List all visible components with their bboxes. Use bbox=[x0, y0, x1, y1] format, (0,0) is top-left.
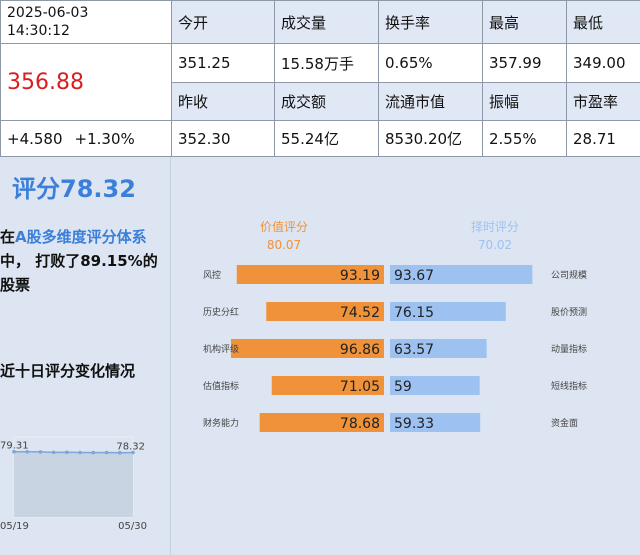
value-bar-label: 96.86 bbox=[340, 342, 380, 358]
timing-bar bbox=[390, 265, 533, 284]
timing-bar-label: 59.33 bbox=[394, 416, 434, 432]
header-open: 今开 bbox=[171, 0, 275, 44]
header-amount: 成交额 bbox=[274, 82, 379, 121]
value-high: 357.99 bbox=[482, 43, 567, 83]
trend-point bbox=[104, 450, 109, 455]
timing-item-name: 股价预测 bbox=[551, 307, 587, 318]
value-open: 351.25 bbox=[171, 43, 275, 83]
change-cell: +4.580 +1.30% bbox=[0, 120, 172, 157]
datetime-cell: 2025-06-03 14:30:12 bbox=[0, 0, 172, 44]
quote-time: 14:30:12 bbox=[7, 23, 70, 39]
timing-bar bbox=[390, 302, 506, 321]
score-summary-panel: 评分78.32 在A股多维度评分体系中， 打败了89.15%的股票 近十日评分变… bbox=[0, 157, 171, 555]
header-amplitude: 振幅 bbox=[482, 82, 567, 121]
value-score-title: 价值评分 bbox=[260, 219, 308, 234]
trend-title: 近十日评分变化情况 bbox=[0, 362, 136, 380]
value-bar bbox=[266, 302, 384, 321]
value-turnover: 0.65% bbox=[378, 43, 483, 83]
value-score-value: 80.07 bbox=[267, 238, 301, 252]
trend-point bbox=[131, 450, 135, 455]
trend-start-label: 79.31 bbox=[0, 441, 29, 452]
desc-highlight: A股多维度评分体系 bbox=[15, 228, 147, 246]
header-low: 最低 bbox=[566, 0, 640, 44]
trend-point bbox=[118, 450, 122, 455]
header-turnover: 换手率 bbox=[378, 0, 483, 44]
value-amount: 55.24亿 bbox=[274, 120, 379, 157]
header-high: 最高 bbox=[482, 0, 567, 44]
score-section: 评分78.32 在A股多维度评分体系中， 打败了89.15%的股票 近十日评分变… bbox=[0, 157, 640, 555]
value-bar-label: 93.19 bbox=[340, 268, 380, 284]
timing-bar-label: 93.67 bbox=[394, 268, 434, 284]
score-bars-chart: 价值评分 80.07 择时评分 70.02 93.19 风控 74.52 历史分红 96.86 机… bbox=[203, 219, 587, 432]
timing-bar-label: 63.57 bbox=[394, 342, 434, 358]
header-prev-close: 昨收 bbox=[171, 82, 275, 121]
timing-bar bbox=[390, 376, 480, 395]
header-float-cap: 流通市值 bbox=[378, 82, 483, 121]
timing-bar bbox=[390, 339, 487, 358]
price-cell: 356.88 bbox=[0, 43, 172, 121]
trend-end-date: 05/30 bbox=[118, 521, 147, 532]
timing-item-name: 短线指标 bbox=[551, 380, 587, 392]
value-bar-label: 78.68 bbox=[340, 416, 380, 432]
timing-bar-label: 59 bbox=[394, 379, 412, 395]
header-pe: 市盈率 bbox=[566, 82, 640, 121]
trend-line bbox=[13, 450, 134, 454]
value-bar-label: 74.52 bbox=[340, 305, 380, 321]
trend-area bbox=[14, 451, 133, 517]
timing-item-name: 公司规模 bbox=[551, 270, 587, 281]
panel-divider bbox=[170, 157, 171, 555]
price-change-pct: +1.30% bbox=[74, 129, 135, 148]
trend-point bbox=[25, 450, 30, 454]
value-pe: 28.71 bbox=[566, 120, 640, 157]
timing-score-title: 择时评分 bbox=[471, 220, 519, 234]
value-bar bbox=[271, 376, 384, 395]
timing-bar bbox=[390, 413, 481, 432]
value-item-name: 估值指标 bbox=[203, 380, 239, 392]
value-bar bbox=[236, 265, 384, 284]
trend-point bbox=[38, 450, 43, 454]
trend-end-label: 78.32 bbox=[116, 442, 145, 453]
timing-bar-label: 76.15 bbox=[394, 305, 434, 321]
trend-point bbox=[78, 450, 82, 455]
price-change: +4.580 bbox=[7, 129, 63, 148]
value-prev-close: 352.30 bbox=[171, 120, 275, 157]
value-bar-label: 71.05 bbox=[340, 379, 380, 395]
trend-point bbox=[91, 450, 96, 455]
value-bar bbox=[230, 339, 384, 358]
trend-chart: 79.31 78.32 05/19 05/30 bbox=[0, 436, 147, 532]
quote-date: 2025-06-03 bbox=[7, 5, 89, 21]
trend-point bbox=[12, 449, 16, 454]
value-volume: 15.58万手 bbox=[274, 43, 379, 83]
trend-point bbox=[65, 450, 69, 455]
quote-table: 2025-06-03 14:30:12 今开 成交量 换手率 最高 最低 356… bbox=[0, 0, 640, 157]
score-description: 在A股多维度评分体系中， 打败了89.15%的股票 bbox=[0, 225, 165, 297]
value-item-name: 财务能力 bbox=[203, 417, 239, 429]
timing-item-name: 动量指标 bbox=[551, 343, 587, 355]
current-price: 356.88 bbox=[7, 69, 84, 95]
value-item-name: 历史分红 bbox=[203, 306, 239, 318]
value-item-name: 风控 bbox=[203, 269, 221, 281]
value-bar bbox=[259, 413, 384, 432]
value-amplitude: 2.55% bbox=[482, 120, 567, 157]
trend-point bbox=[51, 450, 56, 455]
header-volume: 成交量 bbox=[274, 0, 379, 44]
desc-suffix: 中， 打败了89.15%的股票 bbox=[0, 252, 158, 294]
timing-item-name: 资金面 bbox=[551, 417, 578, 429]
score-title: 评分78.32 bbox=[12, 175, 136, 203]
trend-start-date: 05/19 bbox=[0, 521, 29, 532]
value-float-cap: 8530.20亿 bbox=[378, 120, 483, 157]
value-low: 349.00 bbox=[566, 43, 640, 83]
timing-score-value: 70.02 bbox=[478, 238, 512, 252]
value-item-name: 机构评级 bbox=[203, 343, 239, 355]
desc-prefix: 在 bbox=[0, 228, 16, 246]
